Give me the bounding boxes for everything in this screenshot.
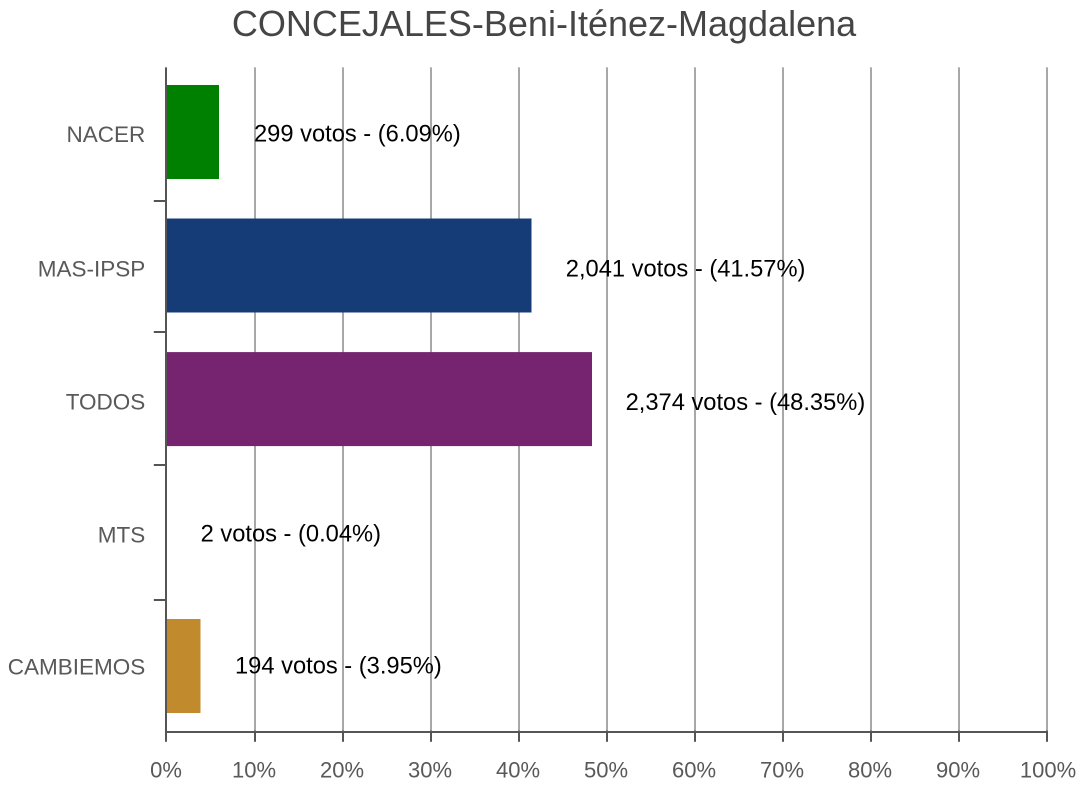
svg-text:80%: 80%: [848, 758, 892, 783]
svg-text:MAS-IPSP: MAS-IPSP: [38, 257, 146, 282]
svg-text:MTS: MTS: [98, 523, 146, 548]
svg-text:40%: 40%: [496, 758, 540, 783]
svg-text:TODOS: TODOS: [66, 390, 146, 415]
svg-text:10%: 10%: [232, 758, 276, 783]
svg-text:2 votos - (0.04%): 2 votos - (0.04%): [201, 521, 381, 547]
svg-text:60%: 60%: [672, 758, 716, 783]
svg-text:NACER: NACER: [67, 122, 146, 147]
svg-text:CAMBIEMOS: CAMBIEMOS: [8, 655, 146, 680]
svg-text:0%: 0%: [150, 758, 182, 783]
svg-text:70%: 70%: [760, 758, 804, 783]
svg-text:100%: 100%: [1020, 758, 1076, 783]
svg-text:50%: 50%: [584, 758, 628, 783]
svg-text:2,374 votos - (48.35%): 2,374 votos - (48.35%): [626, 390, 866, 416]
svg-text:90%: 90%: [936, 758, 980, 783]
svg-text:CONCEJALES-Beni-Iténez-Magdale: CONCEJALES-Beni-Iténez-Magdalena: [232, 3, 857, 44]
svg-text:299 votos - (6.09%): 299 votos - (6.09%): [254, 121, 461, 147]
svg-text:30%: 30%: [408, 758, 452, 783]
svg-text:2,041 votos - (41.57%): 2,041 votos - (41.57%): [566, 256, 806, 282]
svg-text:20%: 20%: [320, 758, 364, 783]
svg-text:194 votos - (3.95%): 194 votos - (3.95%): [235, 654, 442, 680]
